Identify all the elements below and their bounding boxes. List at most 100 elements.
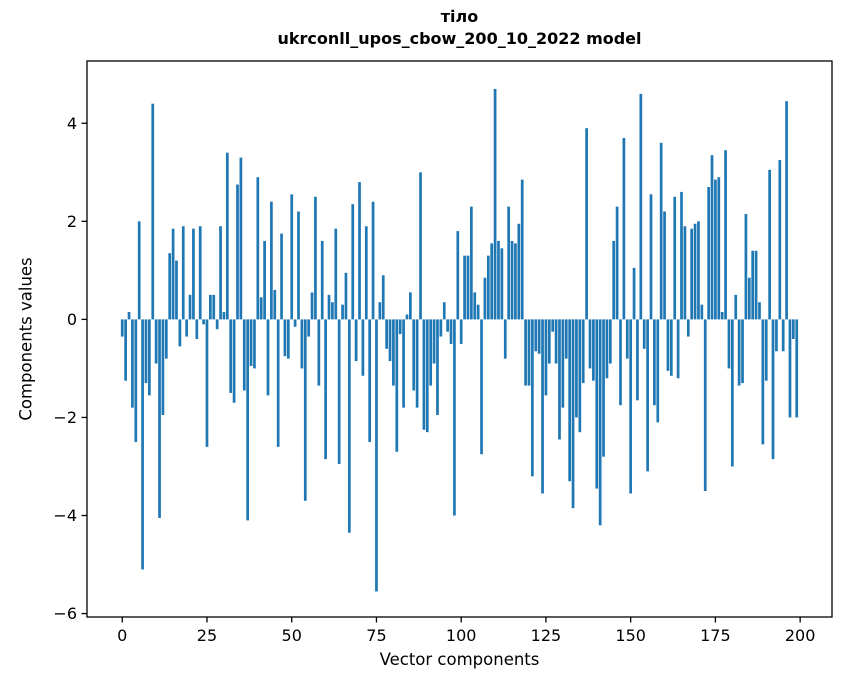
x-tick-label: 175 [700,626,731,645]
bar [259,297,263,320]
bar [703,319,707,491]
bar [764,319,768,381]
bar [720,312,724,320]
bar [425,319,429,433]
bar [575,319,578,418]
bar [524,319,527,386]
x-tick-label: 75 [366,626,386,645]
y-tick-label: −2 [53,408,77,427]
bar [676,319,680,379]
bar [795,319,799,418]
bar [422,319,426,430]
bar [181,226,185,320]
bar [131,319,134,408]
bar [439,319,443,337]
bar [771,319,775,460]
bar [337,319,341,465]
bar [188,294,192,320]
bar [432,319,436,364]
bar [653,319,656,406]
bar [544,319,548,396]
bar [656,319,660,423]
bar [510,240,514,320]
bar [317,319,321,386]
bar [629,319,633,494]
bar [751,250,755,320]
bar [761,319,765,445]
bar [473,292,477,320]
bar [673,196,677,320]
bar [632,267,636,320]
bar [263,240,266,320]
bar [253,319,256,369]
bar [595,319,599,489]
bar [527,319,531,386]
bar [490,243,494,320]
bar [554,319,558,364]
bar [602,319,605,457]
bar [558,319,561,440]
bar [364,226,368,320]
bar [324,319,327,460]
bar [293,319,297,327]
bar [683,226,687,320]
bar [192,228,195,320]
bar [124,319,127,381]
bar [480,319,483,455]
bar [290,194,294,320]
bar [778,160,782,320]
bar [507,206,510,320]
bar [700,304,704,320]
bar [686,319,690,337]
bar [419,172,422,320]
bar [300,319,304,369]
bar [402,319,405,408]
bar [456,231,460,320]
bar [371,201,375,320]
x-tick-label: 200 [785,626,816,645]
bar [158,319,161,518]
bar [497,240,500,320]
bar [714,179,717,320]
bar [500,248,504,320]
bar [585,128,588,320]
bar [788,319,792,418]
bar [246,319,250,521]
bar [520,179,524,320]
bar [639,93,643,320]
x-axis-label: Vector components [379,650,540,669]
chart-title-line1: тіло [440,7,479,26]
bar [341,304,344,320]
bar [307,319,311,337]
bar [405,314,409,320]
bar [134,319,138,442]
bar [531,319,534,477]
bar [775,319,778,352]
bar [690,228,694,320]
bar [680,191,683,320]
bar [361,319,365,376]
bar [415,319,419,408]
bar [409,292,412,320]
bar [619,319,622,406]
bar [564,319,568,359]
bar [659,142,663,320]
bar [697,221,700,320]
bar [727,319,731,369]
bar [666,319,670,371]
bar [466,255,470,320]
bar [470,206,473,320]
bar [551,319,555,332]
bar [171,228,175,320]
bar [297,211,300,320]
bar [120,319,124,337]
bar [385,319,388,349]
bar [236,184,239,320]
bar [381,275,385,320]
bar [256,177,260,320]
bar [724,150,727,320]
bar [212,294,216,320]
bar [320,240,324,320]
